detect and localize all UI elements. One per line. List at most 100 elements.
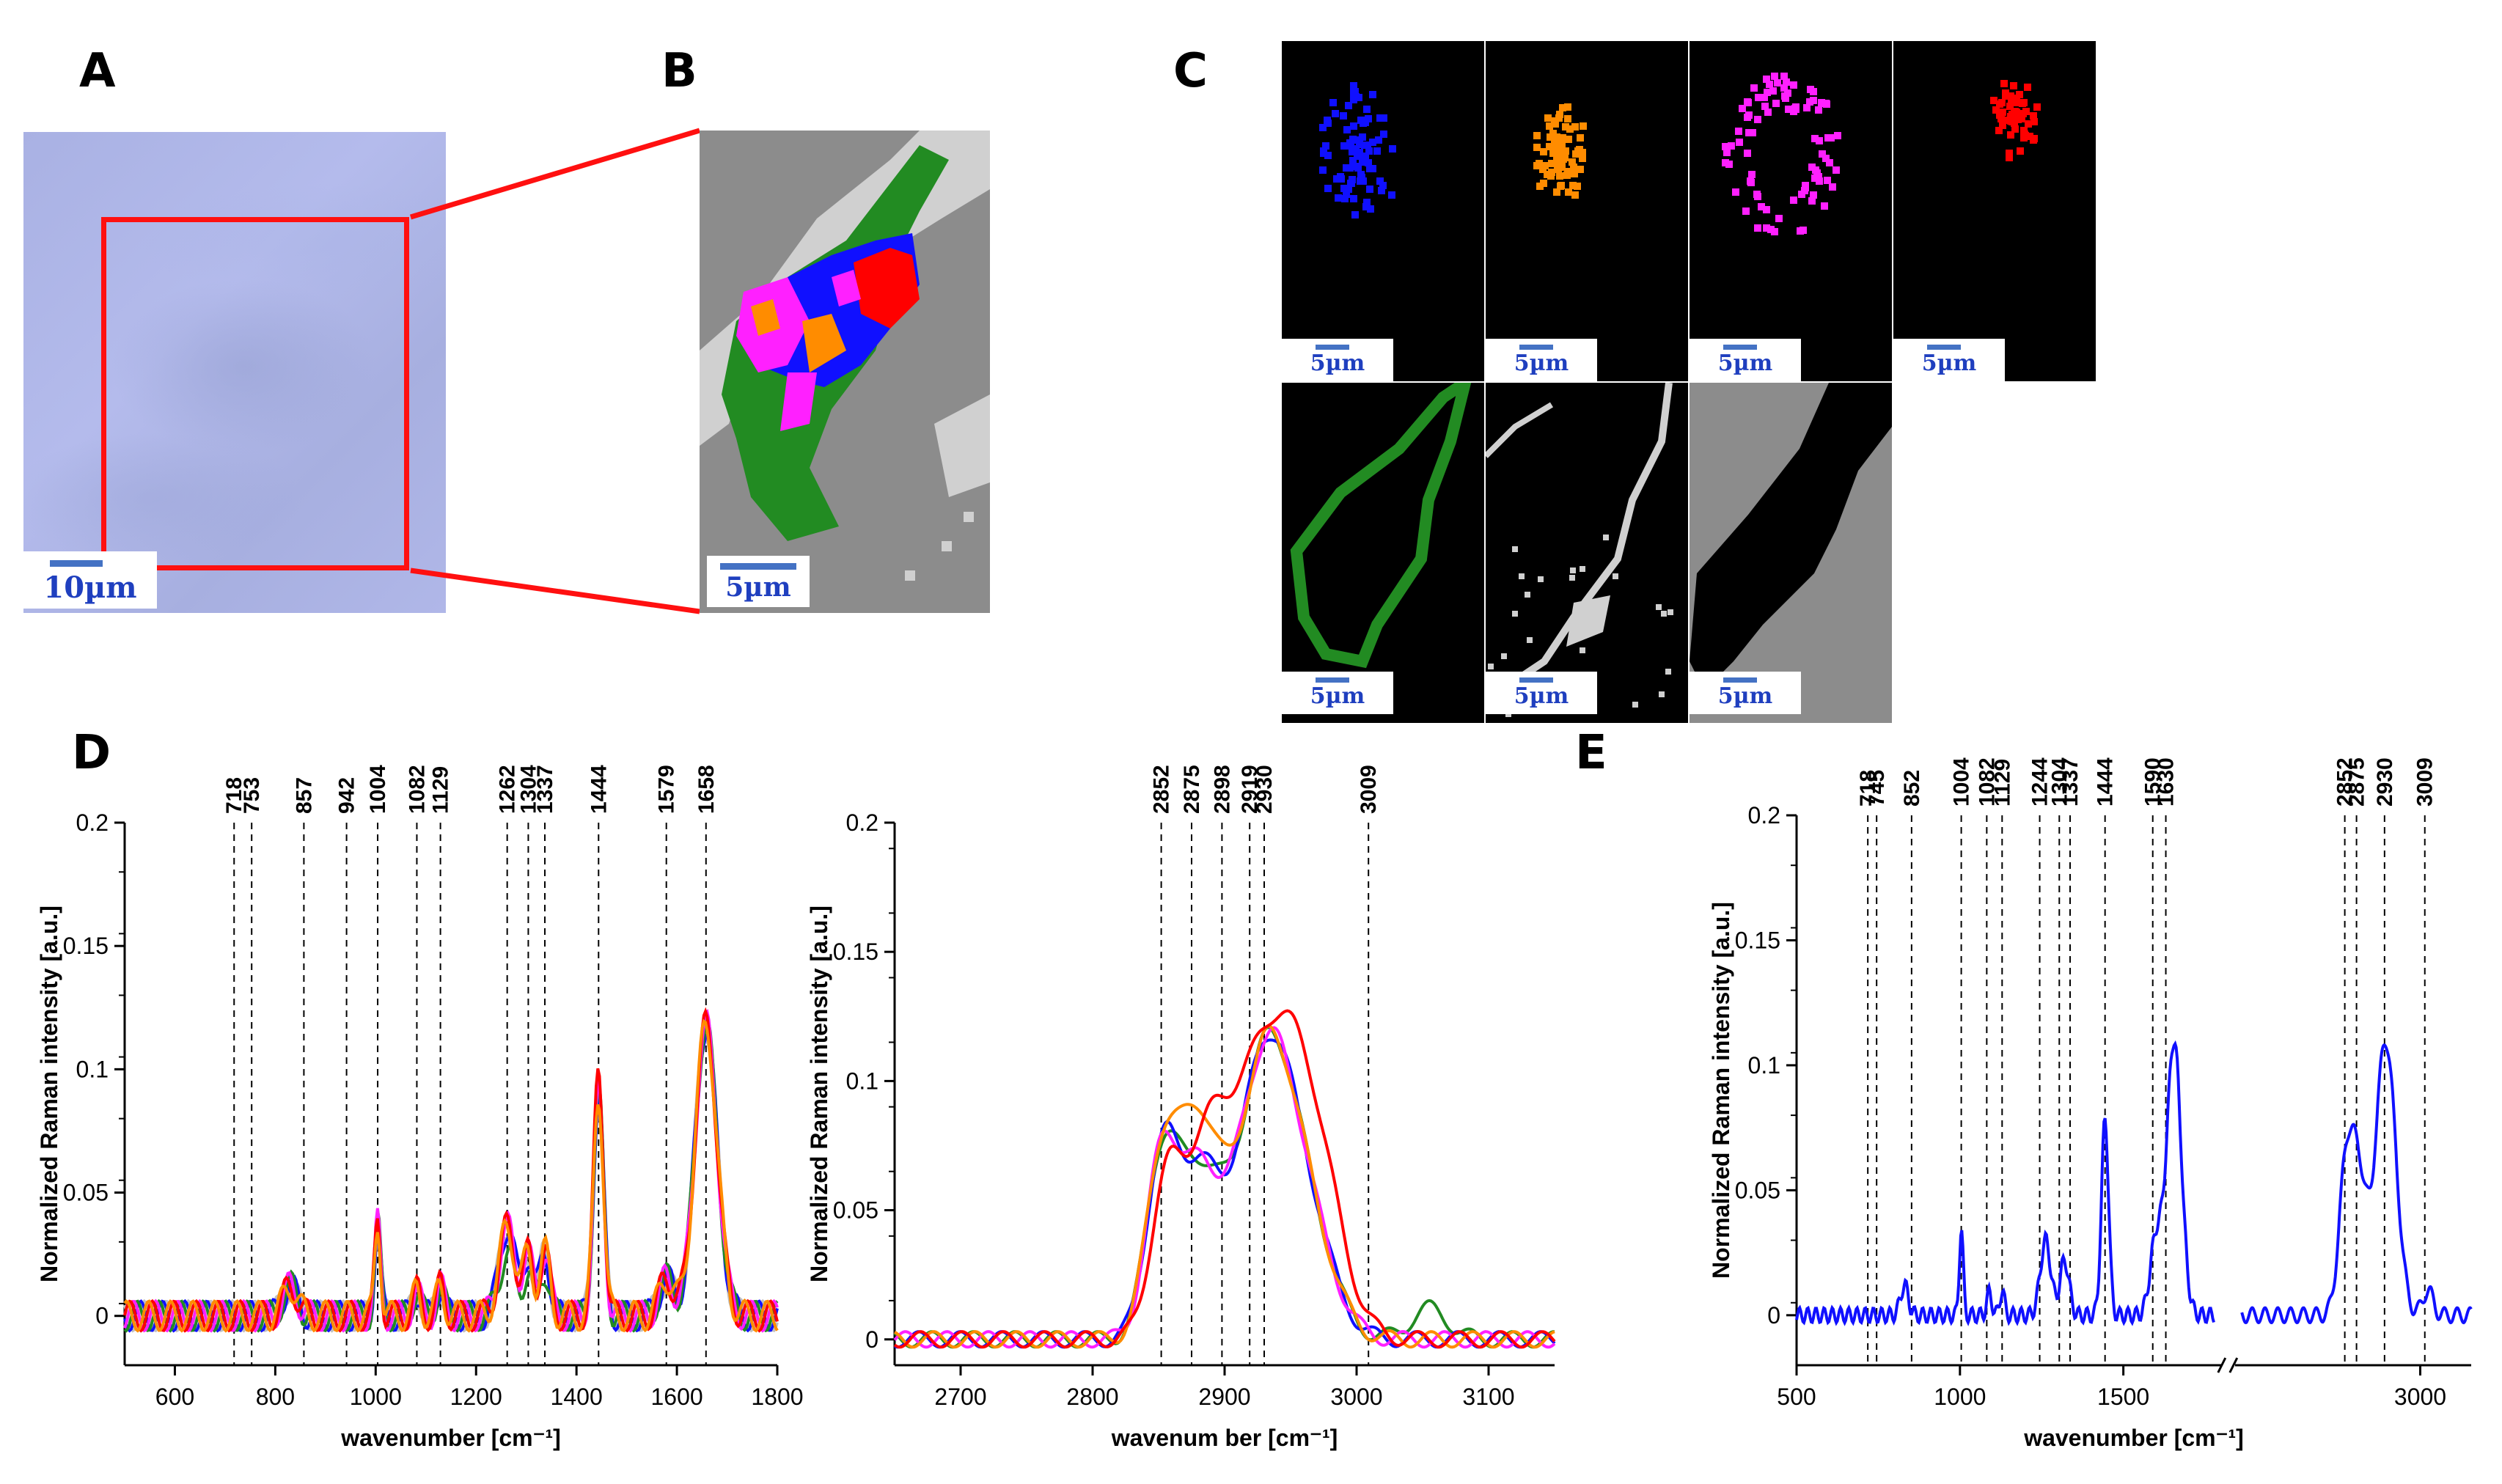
pixel-dot bbox=[1803, 104, 1811, 111]
pixel-dot bbox=[1340, 142, 1348, 150]
scalebar-c-label: 5µm bbox=[1717, 683, 1773, 709]
pixel-dot bbox=[2008, 98, 2015, 106]
tile-orange-cluster: 5µm bbox=[1486, 41, 1688, 381]
scalebar-c-label: 5µm bbox=[1717, 350, 1773, 376]
scalebar-c-3: 5µm bbox=[1893, 339, 2005, 381]
pixel-dot bbox=[1332, 110, 1339, 117]
tile-green-cluster-drawing bbox=[1290, 383, 1472, 669]
pixel-dot bbox=[1656, 604, 1662, 610]
peak-label: 1082 bbox=[405, 765, 429, 814]
scalebar-c-2: 5µm bbox=[1690, 339, 1801, 381]
pixel-dot bbox=[1376, 114, 1384, 122]
pixel-dot bbox=[1351, 211, 1359, 218]
peak-label: 2875 bbox=[2345, 757, 2369, 807]
y-tick-label: 0.05 bbox=[1735, 1177, 1780, 1203]
pixel-dot bbox=[1821, 202, 1828, 210]
pixel-dot bbox=[1558, 159, 1566, 166]
pixel-dot bbox=[1810, 191, 1817, 199]
pixel-dot bbox=[1380, 131, 1387, 138]
pixel-dot bbox=[1363, 199, 1371, 206]
pixel-dot bbox=[1816, 177, 1823, 185]
pixel-dot bbox=[1566, 125, 1574, 133]
cluster-map-b: 5µm bbox=[700, 131, 990, 613]
pixel-dot bbox=[1572, 150, 1580, 158]
pixel-dot bbox=[1345, 186, 1352, 193]
peak-label: 1337 bbox=[533, 765, 557, 814]
pixel-dot bbox=[1565, 136, 1572, 143]
pixel-dot bbox=[1356, 149, 1363, 156]
pixel-dot bbox=[1335, 194, 1342, 202]
spectrum-series-5 bbox=[123, 1018, 779, 1333]
panel-label-b: B bbox=[661, 44, 697, 98]
pixel-dot bbox=[1570, 164, 1577, 171]
pixel-dot bbox=[1546, 122, 1553, 130]
spectrum-series-1 bbox=[894, 1038, 1556, 1349]
pixel-dot bbox=[1536, 183, 1544, 190]
scalebar-a: 10µm bbox=[23, 551, 157, 609]
pixel-dot bbox=[1548, 160, 1555, 167]
panel-label-e: E bbox=[1575, 726, 1607, 780]
y-tick-label: 0.15 bbox=[63, 933, 109, 959]
pixel-dot bbox=[2017, 147, 2024, 155]
pixel-dot bbox=[1579, 155, 1586, 162]
pixel-dot bbox=[2020, 127, 2028, 134]
pixel-dot bbox=[2000, 80, 2008, 87]
pixel-dot bbox=[1580, 122, 1587, 130]
pixel-dot bbox=[1580, 566, 1585, 572]
y-axis-label: Normalized Raman intensity [a.u.] bbox=[36, 906, 62, 1282]
pixel-dot bbox=[1744, 114, 1751, 121]
pixel-dot bbox=[1540, 148, 1547, 155]
y-tick-label: 0.05 bbox=[833, 1197, 878, 1224]
tile-gray-cluster: 5µm bbox=[1690, 383, 1892, 723]
spectrum-series-3 bbox=[894, 1024, 1555, 1349]
peak-label: 1004 bbox=[366, 765, 390, 814]
chart-d-fingerprint: 0 0.05 0.1 0.15 0.2 600 800 1000 1200 1400 1600 180… bbox=[36, 765, 804, 1451]
peak-label: 2930 bbox=[1252, 765, 1277, 814]
pixel-dot bbox=[1763, 76, 1770, 83]
pixel-dot bbox=[1736, 139, 1743, 146]
pixel-dot bbox=[1378, 187, 1385, 194]
peak-label: 1082 bbox=[1975, 757, 1999, 807]
pixel-dot bbox=[1829, 183, 1836, 191]
pixel-dot bbox=[1564, 103, 1571, 111]
pixel-dot bbox=[1813, 169, 1821, 177]
spectrum-series-0 bbox=[1795, 1040, 2473, 1326]
scalebar-c-label: 5µm bbox=[1310, 683, 1365, 709]
pixel-dot bbox=[1785, 106, 1792, 113]
pixel-dot bbox=[1775, 215, 1783, 222]
tile-green-cluster: 5µm bbox=[1282, 383, 1484, 723]
y-tick-label: 0 bbox=[95, 1303, 109, 1329]
pixel-dot bbox=[1350, 122, 1357, 130]
pixel-dot bbox=[2024, 84, 2031, 91]
pixel-dot bbox=[1356, 141, 1363, 148]
pixel-dot bbox=[1341, 195, 1349, 202]
pixel-dot bbox=[2030, 118, 2038, 125]
pixel-dot bbox=[1319, 124, 1327, 131]
tile-lightgray-cluster: 5µm bbox=[1486, 383, 1688, 723]
pixel-dot bbox=[1750, 84, 1758, 92]
tile-magenta-cluster-drawing bbox=[1722, 73, 1841, 235]
pixel-dot bbox=[1576, 146, 1583, 153]
pixel-dot bbox=[1764, 89, 1771, 96]
pixel-dot bbox=[1826, 159, 1833, 166]
pixel-dot bbox=[1792, 106, 1800, 113]
pixel-dot bbox=[1771, 73, 1778, 80]
scalebar-c-label: 5µm bbox=[1514, 683, 1569, 709]
x-tick-label: 600 bbox=[155, 1384, 194, 1410]
pixel-dot bbox=[1533, 144, 1541, 151]
pixel-dot bbox=[1995, 127, 2003, 134]
pixel-dot bbox=[1744, 98, 1751, 106]
pixel-dot bbox=[1552, 120, 1559, 128]
roi-rectangle bbox=[101, 217, 409, 570]
pixel-dot bbox=[1546, 143, 1553, 150]
pixel-dot bbox=[1990, 97, 1997, 104]
scalebar-c-label: 5µm bbox=[1921, 350, 1977, 376]
pixel-dot bbox=[1338, 175, 1345, 183]
pixel-dot bbox=[1538, 576, 1544, 582]
pixel-dot bbox=[1774, 79, 1781, 87]
pixel-dot bbox=[1329, 99, 1337, 106]
pixel-dot bbox=[1570, 567, 1576, 573]
pixel-dot bbox=[1822, 100, 1830, 107]
pixel-dot bbox=[1319, 166, 1327, 174]
y-tick-label: 0.1 bbox=[76, 1056, 109, 1082]
